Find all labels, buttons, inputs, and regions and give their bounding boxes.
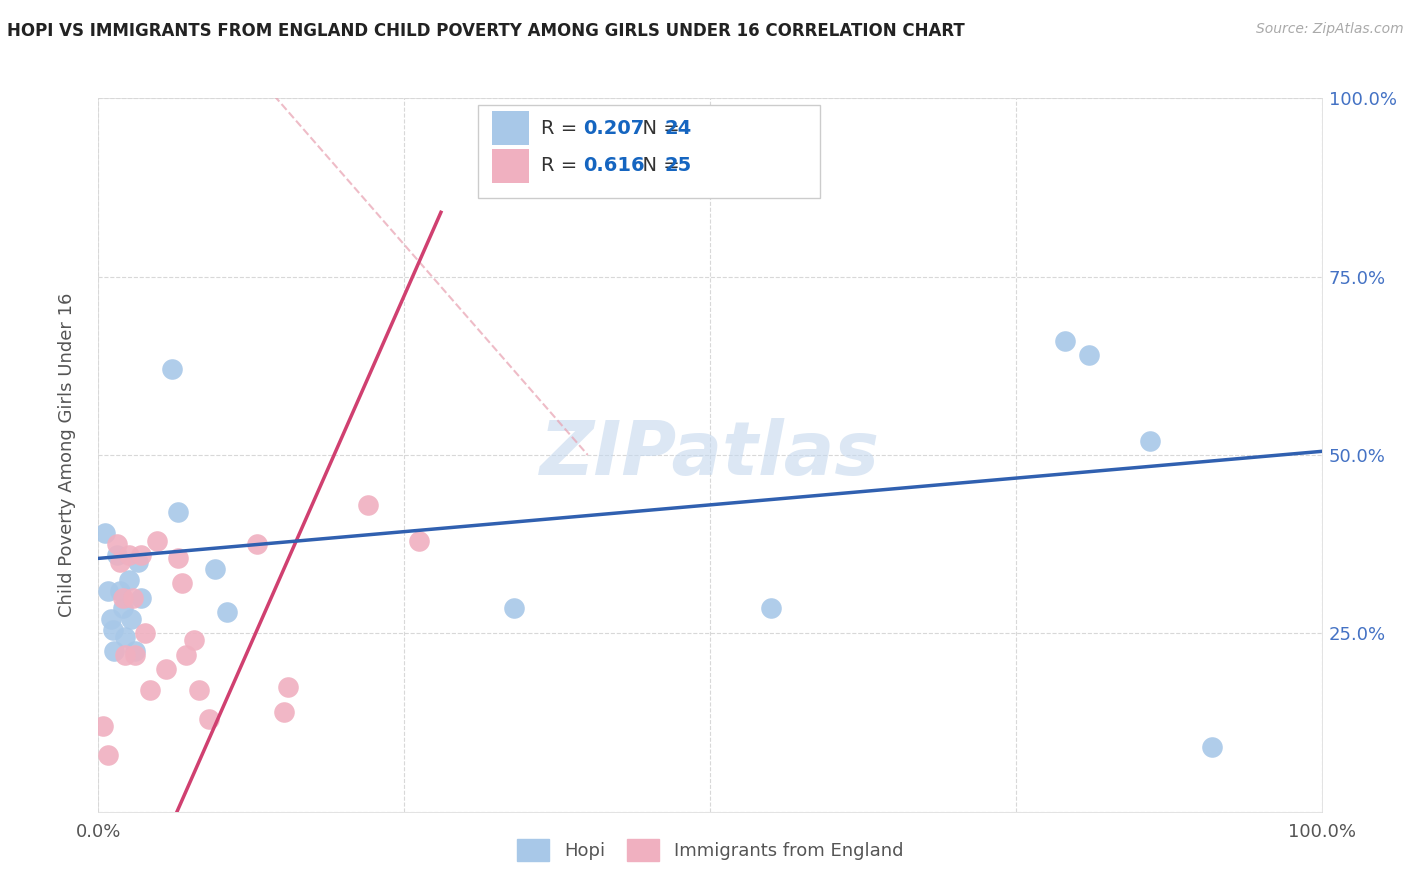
Text: Source: ZipAtlas.com: Source: ZipAtlas.com (1256, 22, 1403, 37)
Point (155, 662, 177, 676)
Point (93, 526, 115, 541)
Point (160, 362, 183, 376)
Point (408, 533, 430, 548)
Point (183, 633, 205, 648)
Point (111, 591, 134, 605)
Point (167, 551, 190, 566)
Text: R =: R = (541, 156, 583, 176)
Bar (492, 111, 529, 145)
Point (761, 601, 783, 615)
Text: 0.207: 0.207 (583, 119, 645, 137)
Text: HOPI VS IMMIGRANTS FROM ENGLAND CHILD POVERTY AMONG GIRLS UNDER 16 CORRELATION C: HOPI VS IMMIGRANTS FROM ENGLAND CHILD PO… (7, 22, 965, 40)
Point (170, 576, 193, 591)
Point (129, 548, 152, 562)
Text: ZIPatlas: ZIPatlas (540, 418, 880, 491)
Point (118, 573, 141, 587)
Legend: Hopi, Immigrants from England: Hopi, Immigrants from England (508, 830, 912, 871)
Point (129, 591, 152, 605)
Point (120, 612, 142, 626)
Text: 25: 25 (665, 156, 692, 176)
Text: 0.616: 0.616 (583, 156, 645, 176)
Bar (478, 105, 820, 198)
Point (100, 612, 122, 626)
Point (1078, 348, 1101, 362)
Text: N =: N = (630, 119, 686, 137)
Point (204, 562, 226, 576)
Point (176, 648, 198, 662)
Point (111, 601, 134, 615)
Point (105, 537, 128, 551)
Point (103, 644, 125, 658)
Point (114, 648, 136, 662)
Y-axis label: Child Poverty Among Girls Under 16: Child Poverty Among Girls Under 16 (58, 293, 76, 617)
Point (146, 533, 169, 548)
Point (105, 548, 128, 562)
Point (503, 601, 526, 615)
Point (114, 630, 136, 644)
Point (1201, 740, 1223, 755)
Point (91, 719, 114, 733)
Point (124, 644, 146, 658)
Point (187, 683, 209, 698)
Point (246, 537, 269, 551)
Text: R =: R = (541, 119, 583, 137)
Point (277, 680, 299, 694)
Point (356, 498, 378, 512)
Point (167, 505, 190, 519)
Point (197, 712, 219, 726)
Point (273, 705, 295, 719)
Point (1139, 434, 1161, 448)
Text: N =: N = (630, 156, 686, 176)
Point (139, 683, 162, 698)
Point (110, 583, 132, 598)
Point (124, 648, 146, 662)
Point (118, 548, 141, 562)
Point (1053, 334, 1076, 348)
Point (110, 555, 132, 569)
Bar (492, 149, 529, 183)
Text: 24: 24 (665, 119, 692, 137)
Point (134, 626, 156, 640)
Point (101, 623, 124, 637)
Point (121, 591, 143, 605)
Point (97, 583, 120, 598)
Point (215, 605, 238, 619)
Point (127, 555, 149, 569)
Point (97, 747, 120, 762)
